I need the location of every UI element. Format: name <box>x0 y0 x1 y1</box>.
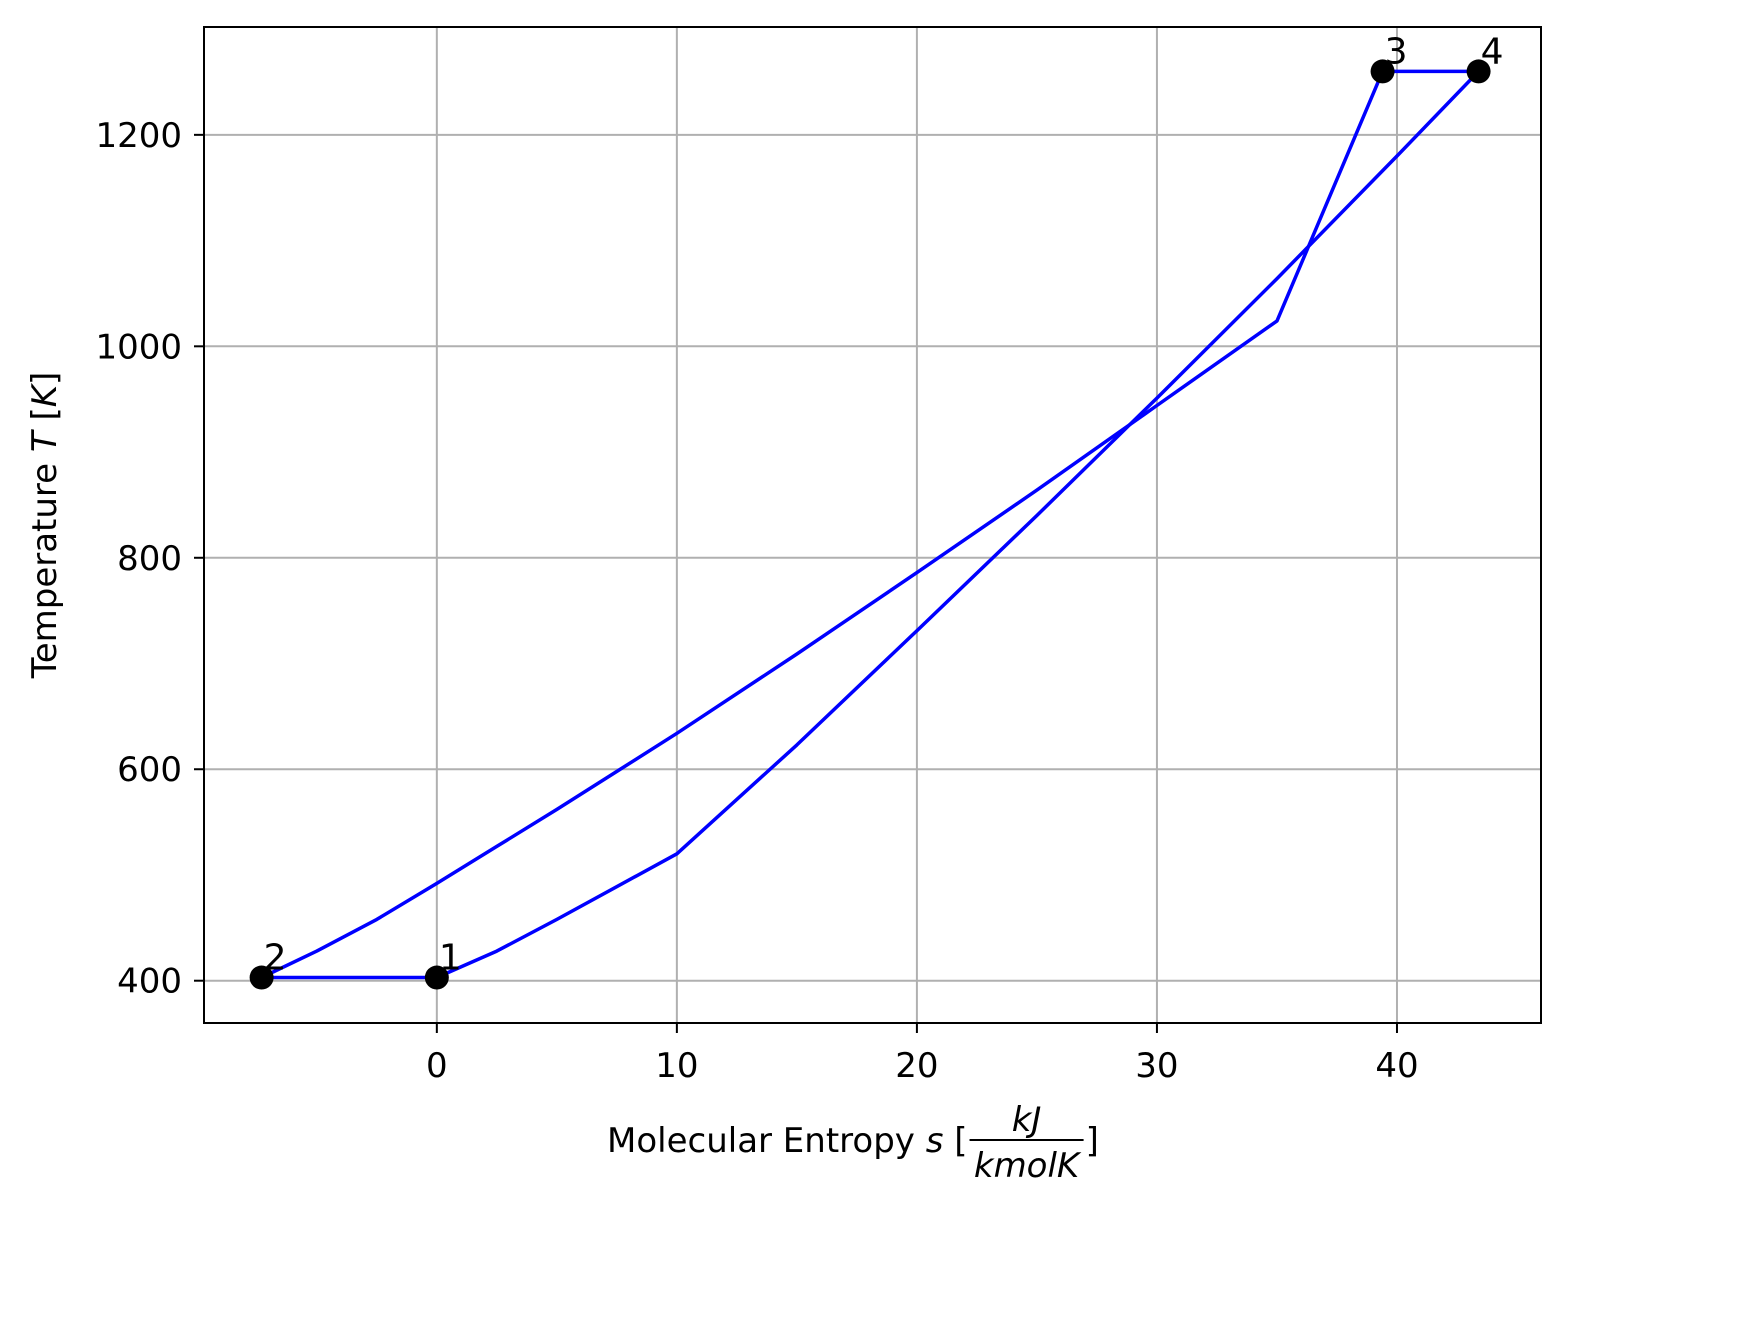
state-point-4 <box>1466 59 1491 84</box>
y-axis-label-var: T <box>25 429 65 452</box>
x-tick-label: 30 <box>1135 1046 1178 1086</box>
state-point-1 <box>424 965 449 990</box>
series-lines <box>259 69 1481 980</box>
x-axis-unit-close-bracket: ] <box>1086 1121 1099 1161</box>
y-tick-label: 600 <box>117 750 182 790</box>
x-tick-label: 20 <box>895 1046 938 1086</box>
state-point-label-1: 1 <box>439 938 462 979</box>
y-axis-label-text: Temperature <box>25 463 65 679</box>
plot-frame <box>203 26 1542 1024</box>
grid-lines <box>204 27 1541 1023</box>
point-labels: 1 2 3 4 <box>264 31 1504 978</box>
series-line-4-1 <box>435 69 1481 980</box>
state-point-label-3: 3 <box>1385 31 1408 72</box>
x-tick-label: 40 <box>1375 1046 1418 1086</box>
point-markers <box>249 59 1491 990</box>
x-tick-label: 10 <box>655 1046 698 1086</box>
y-axis-label-unit: K <box>25 382 65 407</box>
x-axis-label-text: Molecular Entropy <box>607 1121 915 1161</box>
x-axis-unit-numerator: kJ <box>1012 1100 1042 1140</box>
x-tick-label: 0 <box>426 1046 448 1086</box>
state-point-2 <box>249 965 274 990</box>
y-axis-label: Temperature T [K] <box>25 372 65 680</box>
state-point-label-4: 4 <box>1481 31 1504 72</box>
state-point-label-2: 2 <box>264 938 287 979</box>
y-tick-label: 1000 <box>95 327 182 367</box>
state-point-3 <box>1370 59 1395 84</box>
y-tick-label: 400 <box>117 962 182 1002</box>
x-axis-label-var: s <box>926 1121 944 1161</box>
x-axis-unit-denominator: kmolK <box>974 1146 1082 1186</box>
y-tick-label: 800 <box>117 539 182 579</box>
y-tick-label: 1200 <box>95 116 182 156</box>
axis-ticks: 0 10 20 30 40 400 600 800 1000 1200 <box>95 116 1418 1086</box>
x-axis-label: Molecular Entropy s [ <box>607 1121 968 1161</box>
